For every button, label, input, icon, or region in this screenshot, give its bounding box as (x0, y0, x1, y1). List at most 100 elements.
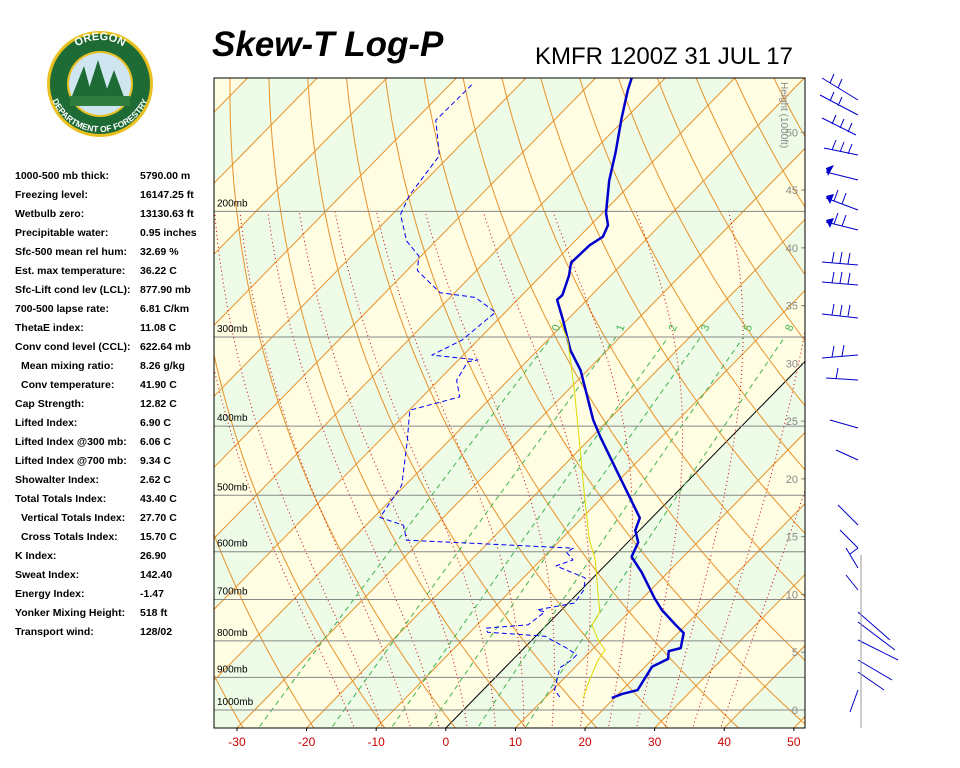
index-value: 9.34 C (140, 455, 171, 467)
height-tick-label: 30 (786, 358, 798, 370)
index-label: Freezing level: (15, 189, 88, 201)
dry-adiabat (914, 53, 960, 734)
index-label: Sfc-500 mean rel hum: (15, 246, 127, 258)
pressure-label: 700mb (217, 586, 248, 597)
height-tick-label: 5 (792, 647, 798, 659)
isotherm (214, 78, 527, 397)
index-label: ThetaE index: (15, 322, 84, 334)
isotherm (793, 715, 805, 728)
index-label: Mean mixing ratio: (21, 360, 114, 372)
index-label: Lifted Index @700 mb: (15, 455, 127, 467)
index-label: Yonker Mixing Height: (15, 607, 125, 619)
x-tick-label: -20 (298, 735, 316, 749)
mixing-ratio-line (524, 336, 786, 728)
height-tick-label: 50 (786, 127, 798, 139)
isotherm (214, 78, 736, 611)
index-value: 16147.25 ft (140, 189, 194, 201)
wind-barbs (819, 73, 899, 728)
x-tick-label: 10 (509, 735, 523, 749)
x-tick-label: -30 (228, 735, 246, 749)
dry-adiabat (656, 78, 805, 342)
height-axis-label: Height (1000ft) (778, 82, 789, 148)
temperature-band (793, 716, 805, 728)
isotherm (445, 360, 805, 728)
height-tick-label: 45 (786, 185, 798, 197)
isotherm (214, 78, 805, 682)
mixing-ratio-label: 3 (699, 323, 712, 333)
index-value: 15.70 C (140, 531, 177, 543)
isotherm (214, 78, 388, 255)
x-tick-label: 20 (578, 735, 592, 749)
index-label: Wetbulb zero: (15, 208, 84, 220)
index-value: 6.90 C (140, 417, 171, 429)
mixing-ratio-label: 2 (667, 323, 680, 333)
dry-adiabat (214, 674, 244, 728)
index-label: Vertical Totals Index: (21, 512, 125, 524)
moist-adiabat (664, 211, 744, 728)
index-label: Lifted Index: (15, 417, 77, 429)
index-label: Showalter Index: (15, 474, 99, 486)
isotherm (584, 502, 805, 728)
isotherm (515, 431, 805, 728)
dry-adiabat (540, 78, 805, 535)
index-label: Lifted Index @300 mb: (15, 436, 127, 448)
height-tick-label: 35 (786, 301, 798, 313)
pressure-label: 1000mb (217, 697, 254, 708)
index-value: 26.90 (140, 550, 166, 562)
index-label: Precipitable water: (15, 227, 108, 239)
index-value: 622.64 mb (140, 341, 191, 353)
pressure-label: 200mb (217, 198, 248, 209)
index-label: 1000-500 mb thick: (15, 170, 109, 182)
index-value: -1.47 (140, 588, 164, 600)
index-label: Energy Index: (15, 588, 84, 600)
mixing-ratio-label: 8 (783, 323, 796, 333)
index-label: Conv cond level (CCL): (15, 341, 131, 353)
index-value: 877.90 mb (140, 284, 191, 296)
mixing-ratio-label: 0 (550, 323, 563, 333)
height-tick-label: 40 (786, 243, 798, 255)
isotherm (214, 78, 666, 540)
height-tick-label: 25 (786, 416, 798, 428)
pressure-label: 400mb (217, 413, 248, 424)
dry-adiabat (838, 53, 960, 734)
height-tick-label: 10 (786, 589, 798, 601)
index-value: 8.26 g/kg (140, 360, 185, 372)
index-value: 41.90 C (140, 379, 177, 391)
index-label: Cross Totals Index: (21, 531, 118, 543)
isotherm (654, 573, 805, 728)
index-label: Conv temperature: (21, 379, 114, 391)
indices: 1000-500 mb thick: 5790.00 m Freezing leve… (15, 170, 197, 638)
dry-adiabat (952, 53, 960, 734)
temperature-band (214, 78, 387, 255)
height-tick-label: 0 (792, 705, 798, 717)
index-value: 2.62 C (140, 474, 171, 486)
x-tick-label: 30 (648, 735, 662, 749)
isotherm (375, 289, 805, 728)
moist-adiabat (214, 211, 384, 728)
dry-adiabat (617, 78, 805, 407)
index-label: Est. max temperature: (15, 265, 125, 277)
index-value: 128/02 (140, 626, 172, 638)
sounding-line (559, 319, 606, 699)
index-value: 6.06 C (140, 436, 171, 448)
sounding-line (379, 82, 586, 698)
isotherm (863, 78, 960, 728)
logo: OREGON DEPARTMENT OF FORESTRY (47, 31, 153, 137)
mixing-ratio-line (257, 336, 552, 728)
isotherm (236, 147, 805, 728)
height-tick-label: 15 (786, 532, 798, 544)
sounding-line (555, 78, 685, 700)
mixing-ratio-line (476, 336, 744, 728)
x-tick-label: -10 (368, 735, 386, 749)
overlay: 1000mb 900mb 800mb 700mb 600mb 500mb 400mb 300m… (217, 82, 805, 749)
x-tick-label: 50 (787, 735, 801, 749)
chart-title: Skew-T Log-P (212, 25, 444, 64)
index-value: 518 ft (140, 607, 168, 619)
logo-top: OREGON (73, 31, 128, 49)
mixing-ratio-line (330, 336, 617, 728)
height-tick-label: 20 (786, 474, 798, 486)
plot-frame (213, 77, 806, 729)
index-value: 32.69 % (140, 246, 179, 258)
index-value: 6.81 C/km (140, 303, 189, 315)
